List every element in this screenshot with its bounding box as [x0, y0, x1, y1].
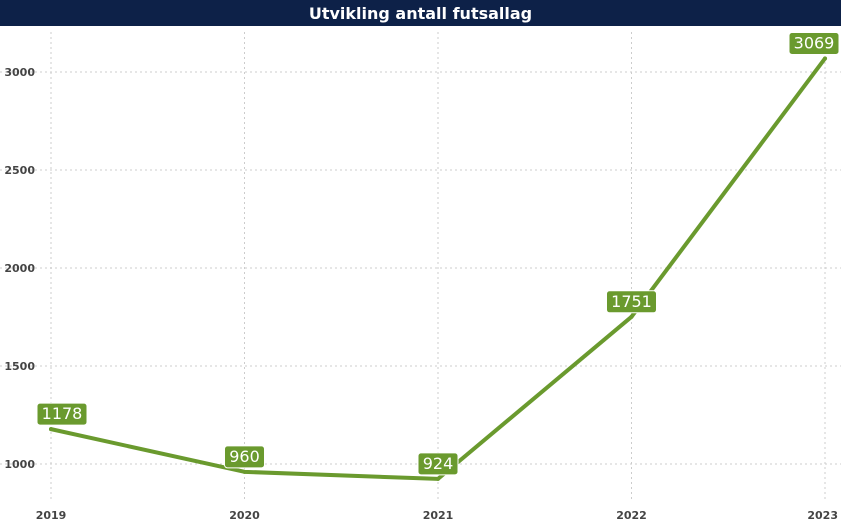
data-label-box — [36, 402, 88, 426]
chart-title: Utvikling antall futsallag — [0, 0, 841, 26]
data-label-text: 924 — [423, 454, 454, 473]
data-label-text: 1178 — [42, 404, 83, 423]
data-label: 1751 — [606, 290, 657, 314]
y-tick-label: 1000 — [4, 458, 35, 471]
series-layer — [49, 56, 827, 481]
x-tick-label: 2020 — [229, 509, 260, 522]
y-axis-ticks: 1000 1500 2000 2500 3000 — [4, 66, 35, 471]
data-point — [242, 469, 247, 474]
data-label: 960 — [224, 445, 265, 469]
data-label-text: 1751 — [611, 292, 652, 311]
y-tick-label: 2000 — [4, 262, 35, 275]
data-label: 1178 — [36, 402, 88, 426]
data-point — [49, 427, 53, 432]
data-label-box — [606, 290, 657, 314]
x-tick-label: 2022 — [616, 509, 647, 522]
data-label-box — [417, 452, 459, 476]
x-axis-ticks: 2019 2020 2021 2022 2023 — [36, 509, 838, 522]
data-label-text: 960 — [229, 447, 260, 466]
data-point — [436, 476, 440, 481]
y-tick-label: 1500 — [4, 360, 35, 373]
data-point — [629, 314, 634, 319]
y-tick-label: 2500 — [4, 164, 35, 177]
y-tick-label: 3000 — [4, 66, 35, 79]
data-label-layer: 1178 960 924 1751 3069 — [36, 31, 840, 476]
data-label-text: 3069 — [794, 33, 835, 52]
grid-lines — [0, 32, 841, 500]
data-point — [823, 56, 827, 61]
data-label: 3069 — [788, 31, 840, 55]
x-tick-label: 2021 — [423, 509, 454, 522]
x-tick-label: 2023 — [807, 509, 838, 522]
data-label-box — [224, 445, 265, 469]
data-label-box — [788, 31, 840, 55]
x-tick-label: 2019 — [36, 509, 67, 522]
data-label: 924 — [417, 452, 459, 476]
